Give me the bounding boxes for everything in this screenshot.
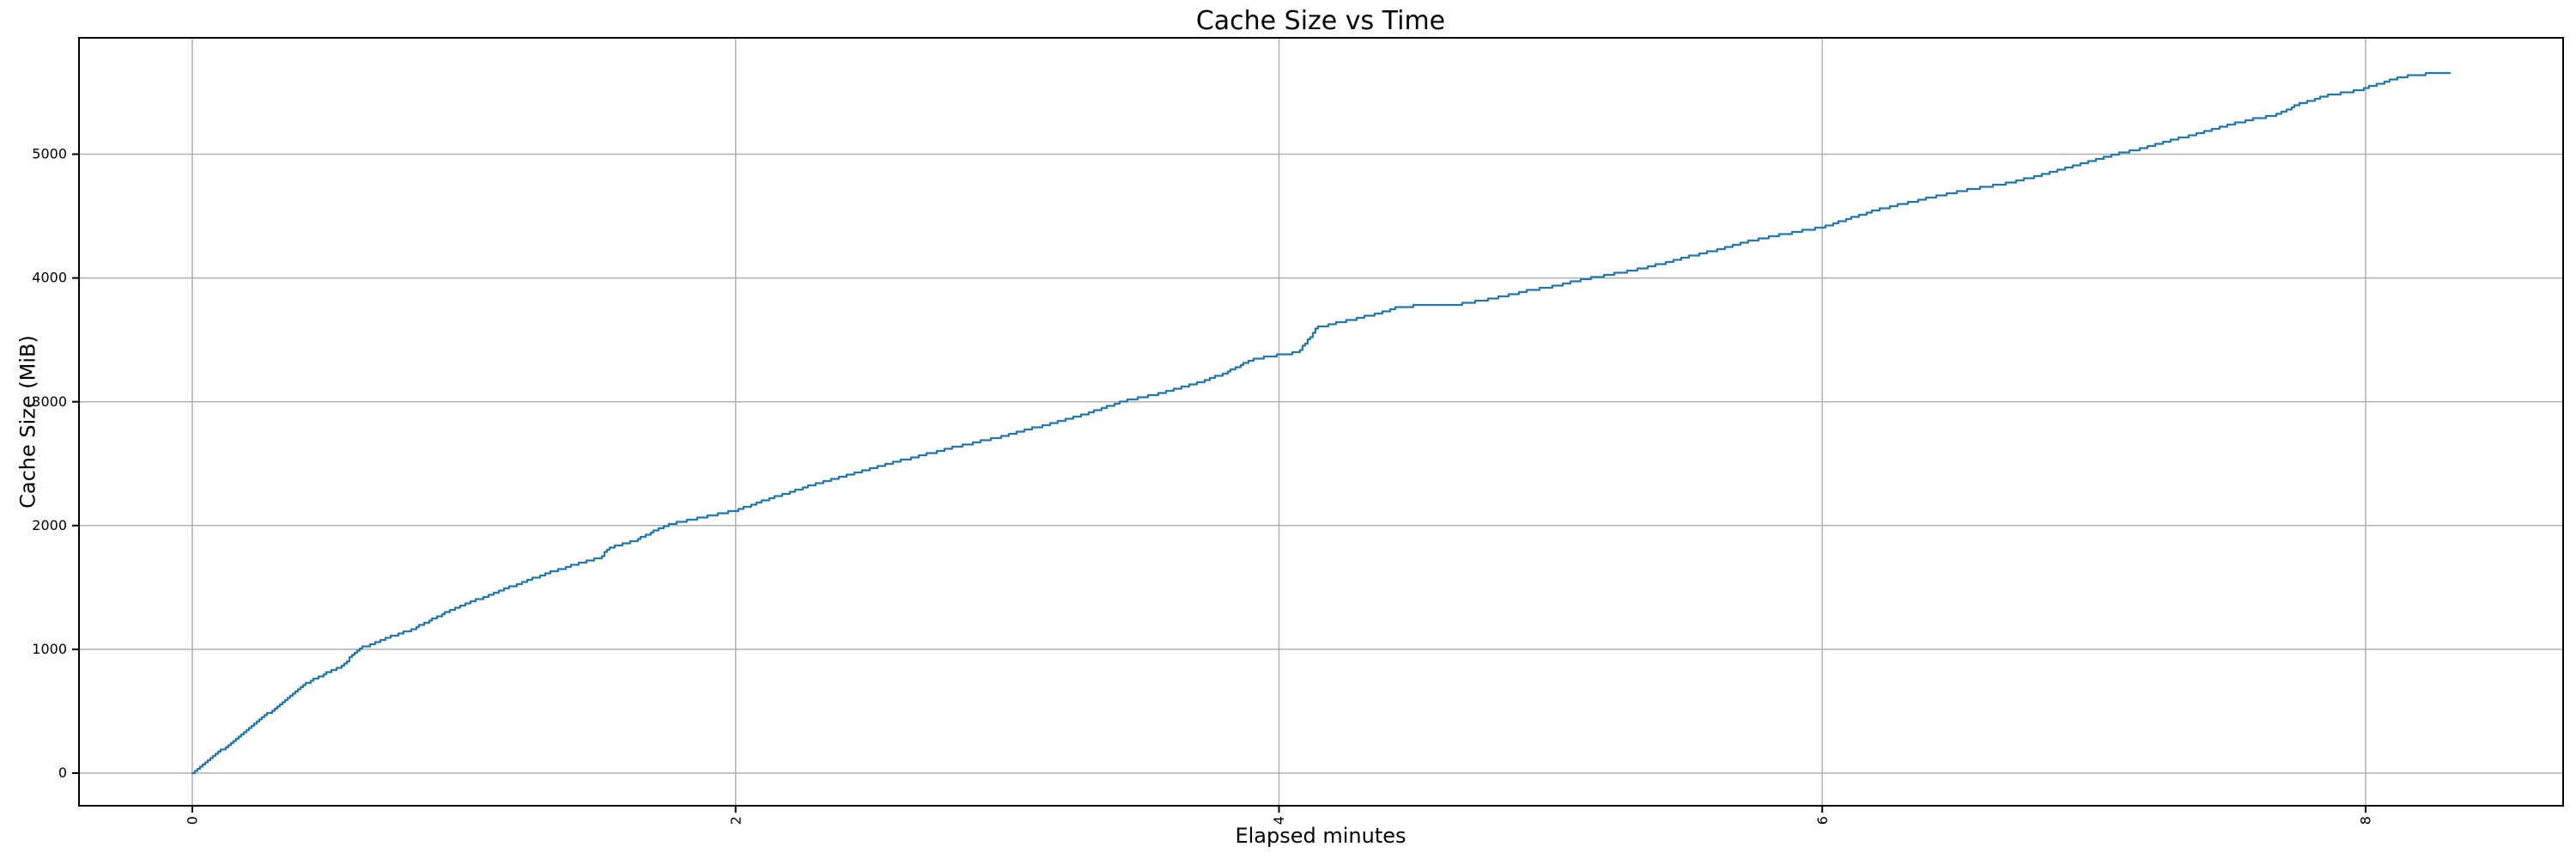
y-tick-label: 4000: [32, 270, 67, 286]
y-tick-marks: [72, 153, 79, 774]
y-gridlines: [79, 153, 2563, 774]
series-line: [191, 71, 2451, 775]
y-tick-label: 1000: [32, 641, 67, 657]
x-gridlines: [191, 38, 2366, 806]
x-tick-label: 2: [727, 816, 744, 825]
y-tick-label: 0: [58, 765, 67, 781]
chart-title: Cache Size vs Time: [1196, 6, 1445, 36]
y-tick-label: 2000: [32, 517, 67, 533]
x-tick-label: 8: [2358, 816, 2374, 825]
x-tick-label: 0: [185, 816, 201, 825]
plot-border: [78, 37, 2564, 807]
y-tick-labels: 0 1000 2000 3000 4000 5000: [32, 146, 67, 782]
x-axis-label: Elapsed minutes: [1235, 824, 1406, 848]
x-tick-marks: [191, 806, 2366, 813]
y-axis-label: Cache Size (MiB): [15, 335, 39, 509]
x-tick-label: 4: [1271, 816, 1287, 825]
x-tick-label: 6: [1814, 816, 1831, 825]
y-tick-label: 5000: [32, 146, 67, 162]
x-tick-labels: 0 2 4 6 8: [185, 816, 2374, 825]
y-tick-label: 3000: [32, 393, 67, 410]
